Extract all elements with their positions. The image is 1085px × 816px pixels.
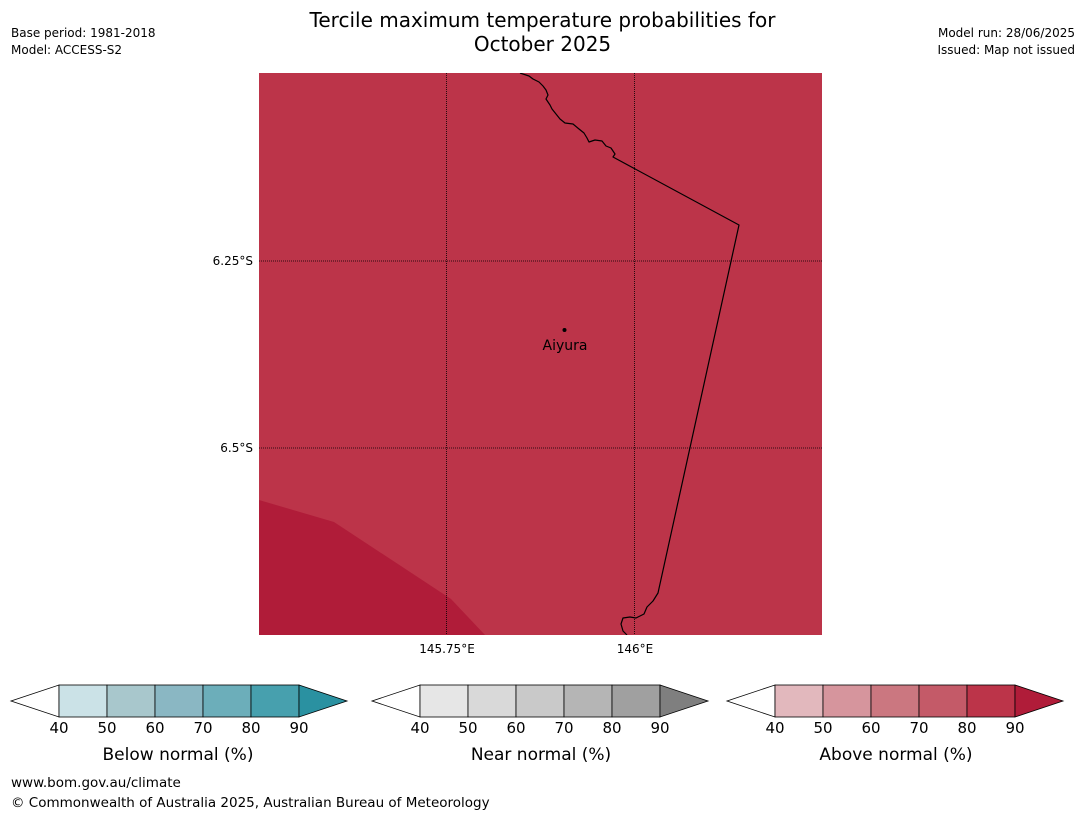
colorbar-near-segment-70-80: [563, 684, 613, 718]
issued-text: Issued: Map not issued: [937, 43, 1075, 57]
colorbar-above-segment-70-80: [918, 684, 968, 718]
header-meta-left: Base period: 1981-2018 Model: ACCESS-S2: [11, 25, 156, 59]
colorbar-above-tick-60: 60: [861, 719, 881, 737]
title-line-2: October 2025: [473, 32, 612, 56]
colorbar-below-low-extension: [9, 684, 60, 718]
map-panel[interactable]: Aiyura: [259, 73, 822, 635]
colorbar-above-tick-90: 90: [1005, 719, 1025, 737]
colorbar-near-segment-80-90: [611, 684, 661, 718]
colorbar-near-tick-90: 90: [650, 719, 670, 737]
lon-label-146e: 146°E: [616, 642, 654, 656]
lat-label-6-5s: 6.5°S: [220, 441, 253, 455]
colorbar-below-segment-70-80: [202, 684, 252, 718]
place-marker-dot[interactable]: [562, 328, 567, 332]
colorbar-below-tick-40: 40: [49, 719, 69, 737]
colorbar-near-tick-40: 40: [410, 719, 430, 737]
colorbar-below-segment-50-60: [106, 684, 156, 718]
colorbar-above-segment-60-70: [870, 684, 920, 718]
colorbar-near-tick-70: 70: [554, 719, 574, 737]
lat-label-6-25s: 6.25°S: [212, 254, 253, 268]
colorbar-near-segment-50-60: [467, 684, 517, 718]
colorbar-above-tick-80: 80: [957, 719, 977, 737]
colorbar-below-segment-80-90: [250, 684, 300, 718]
lon-label-145-75e: 145.75°E: [419, 642, 475, 656]
colorbar-below-segment-40-50: [58, 684, 108, 718]
page-title: Tercile maximum temperature probabilitie…: [0, 8, 1085, 56]
colorbar-above-title: Above normal (%): [819, 745, 973, 765]
colorbar-near-low-extension: [370, 684, 421, 718]
colorbar-near-segment-40-50: [419, 684, 469, 718]
colorbar-near-normal: [370, 684, 710, 718]
colorbar-near-tick-60: 60: [506, 719, 526, 737]
colorbar-near-title: Near normal (%): [470, 745, 612, 765]
map-fill-high-probability: [259, 500, 485, 635]
coastline-boundary: [519, 73, 740, 635]
colorbar-above-segment-80-90: [966, 684, 1016, 718]
place-label: Aiyura: [543, 338, 588, 354]
colorbar-below-normal: [9, 684, 349, 718]
model-text: Model: ACCESS-S2: [11, 43, 123, 57]
colorbar-above-low-extension: [725, 684, 776, 718]
colorbar-above-high-extension: [1014, 684, 1065, 718]
footer-copyright: © Commonwealth of Australia 2025, Austra…: [11, 795, 490, 811]
colorbar-above-tick-40: 40: [765, 719, 785, 737]
colorbar-below-tick-70: 70: [193, 719, 213, 737]
header-meta-right: Model run: 28/06/2025 Issued: Map not is…: [937, 25, 1075, 59]
colorbar-above-tick-70: 70: [909, 719, 929, 737]
colorbar-near-tick-50: 50: [458, 719, 478, 737]
model-run-text: Model run: 28/06/2025: [937, 26, 1075, 40]
colorbar-below-tick-80: 80: [241, 719, 261, 737]
colorbar-below-segment-60-70: [154, 684, 204, 718]
colorbar-below-title: Below normal (%): [102, 745, 254, 765]
colorbar-near-high-extension: [659, 684, 710, 718]
colorbar-above-normal: [725, 684, 1065, 718]
colorbar-below-tick-50: 50: [97, 719, 117, 737]
colorbar-above-tick-50: 50: [813, 719, 833, 737]
colorbar-below-high-extension: [298, 684, 349, 718]
colorbar-near-segment-60-70: [515, 684, 565, 718]
colorbar-near-tick-80: 80: [602, 719, 622, 737]
base-period-text: Base period: 1981-2018: [11, 26, 156, 40]
colorbar-above-segment-50-60: [822, 684, 872, 718]
footer-url[interactable]: www.bom.gov.au/climate: [11, 775, 181, 791]
colorbar-below-tick-90: 90: [289, 719, 309, 737]
colorbar-below-tick-60: 60: [145, 719, 165, 737]
colorbar-above-segment-40-50: [774, 684, 824, 718]
title-line-1: Tercile maximum temperature probabilitie…: [309, 8, 776, 32]
